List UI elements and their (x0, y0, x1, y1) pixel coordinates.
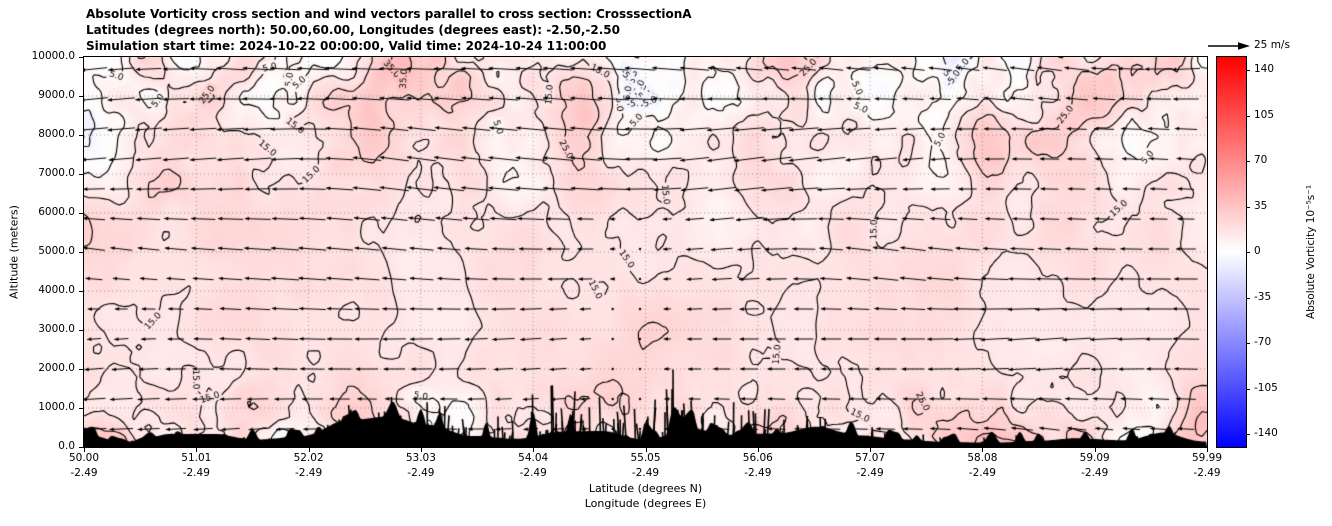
quiver-key-label: 25 m/s (1254, 39, 1290, 51)
x-tick-longitude: -2.49 (856, 467, 884, 479)
y-tick-label: 9000.0 (38, 89, 75, 101)
colorbar-tick-label: -35 (1254, 290, 1272, 303)
colorbar-tick-label: 105 (1254, 108, 1275, 121)
x-tick-latitude: 59.99 (1191, 452, 1223, 464)
colorbar-tick-label: -140 (1254, 427, 1278, 439)
x-tick-latitude: 58.08 (967, 452, 998, 464)
y-tick-mark (79, 213, 83, 214)
colorbar-tick-label: 70 (1254, 154, 1268, 166)
quiver-key-arrow (1206, 38, 1250, 54)
x-tick-longitude: -2.49 (295, 467, 323, 479)
y-tick-label: 2000.0 (38, 362, 75, 374)
x-tick-mark (645, 448, 647, 452)
y-tick-mark (79, 174, 83, 175)
y-tick-mark (79, 291, 83, 292)
x-tick-mark (1094, 448, 1096, 452)
x-tick-longitude: -2.49 (744, 467, 772, 479)
chart-title: Absolute Vorticity cross section and win… (86, 6, 692, 54)
colorbar-tick-label: -70 (1254, 336, 1272, 348)
x-tick-mark (870, 448, 872, 452)
x-tick-mark (982, 448, 984, 452)
plot-canvas (83, 56, 1208, 448)
x-tick-latitude: 59.09 (1079, 452, 1110, 464)
x-tick-latitude: 52.02 (293, 452, 324, 464)
colorbar-tick-mark (1246, 161, 1250, 162)
title-line-1: Absolute Vorticity cross section and win… (86, 7, 692, 21)
x-tick-mark (308, 448, 310, 452)
y-tick-label: 8000.0 (38, 128, 75, 140)
x-axis-label-latitude: Latitude (degrees N) (588, 482, 703, 495)
colorbar-tick-mark (1246, 343, 1250, 344)
x-tick-longitude: -2.49 (519, 467, 547, 479)
x-tick-latitude: 57.07 (855, 452, 886, 464)
y-tick-label: 4000.0 (38, 284, 75, 296)
x-tick-mark (420, 448, 422, 452)
y-tick-mark (79, 252, 83, 253)
y-tick-mark (79, 447, 83, 448)
y-tick-mark (79, 57, 83, 58)
colorbar-tick-label: 140 (1254, 63, 1275, 75)
x-tick-latitude: 54.04 (518, 452, 549, 464)
x-tick-mark (1207, 448, 1208, 452)
x-tick-mark (533, 448, 535, 452)
colorbar-tick-mark (1246, 434, 1250, 435)
colorbar-tick-mark (1246, 388, 1250, 390)
colorbar-label: Absolute Vorticity 10⁻⁵s⁻¹ (1305, 184, 1317, 320)
y-tick-mark (79, 369, 83, 370)
colorbar-tick-mark (1246, 297, 1250, 299)
colorbar-tick-mark (1246, 252, 1250, 253)
x-tick-latitude: 55.05 (630, 452, 661, 464)
x-tick-longitude: -2.49 (1193, 467, 1221, 479)
x-tick-longitude: -2.49 (631, 467, 660, 479)
x-tick-longitude: -2.49 (70, 467, 98, 479)
colorbar-tick-label: 0 (1254, 245, 1261, 257)
x-tick-longitude: -2.49 (407, 467, 435, 479)
x-tick-latitude: 56.06 (742, 452, 773, 464)
colorbar-tick-mark (1246, 70, 1250, 71)
reference-arrow-icon (1208, 42, 1250, 50)
y-tick-label: 1000.0 (38, 401, 75, 413)
y-tick-label: 0.0 (58, 440, 75, 452)
colorbar-tick-label: 35 (1254, 199, 1268, 212)
x-tick-longitude: -2.49 (1081, 467, 1109, 479)
y-tick-label: 10000.0 (31, 50, 75, 62)
y-tick-mark (79, 135, 83, 136)
x-tick-mark (84, 448, 85, 452)
x-tick-longitude: -2.49 (182, 467, 210, 479)
colorbar-tick-mark (1246, 206, 1250, 208)
y-tick-label: 3000.0 (38, 323, 75, 335)
colorbar-tick-mark (1246, 115, 1250, 117)
x-tick-longitude: -2.49 (968, 467, 996, 479)
x-axis-label-longitude: Longitude (degrees E) (584, 497, 707, 510)
x-tick-mark (196, 448, 198, 452)
x-tick-latitude: 53.03 (405, 452, 436, 464)
y-tick-label: 7000.0 (38, 167, 75, 179)
y-tick-label: 6000.0 (38, 206, 75, 218)
colorbar (1216, 56, 1247, 448)
y-tick-mark (79, 96, 83, 97)
title-line-3: Simulation start time: 2024-10-22 00:00:… (86, 39, 607, 53)
y-tick-mark (79, 408, 83, 409)
y-tick-label: 5000.0 (38, 245, 75, 257)
x-tick-latitude: 50.00 (68, 452, 100, 464)
x-tick-mark (757, 448, 759, 452)
title-line-2: Latitudes (degrees north): 50.00,60.00, … (86, 23, 620, 37)
y-tick-mark (79, 330, 83, 331)
colorbar-tick-label: -105 (1254, 381, 1278, 394)
x-tick-latitude: 51.01 (181, 452, 212, 464)
